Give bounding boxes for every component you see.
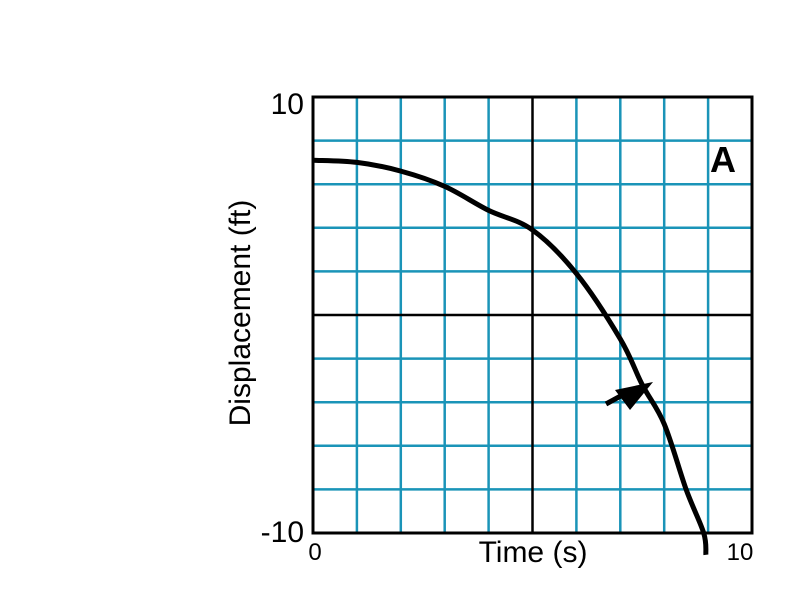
axes (311, 95, 754, 535)
displacement-curve (312, 157, 709, 556)
x-axis-label: Time (s) (479, 536, 588, 569)
direction-arrow-shaft (604, 389, 630, 407)
x-tick-label-right: 10 (727, 539, 754, 566)
plot-frame (311, 95, 754, 535)
y-axis-label: Displacement (ft) (224, 200, 257, 427)
panel-label: A (710, 139, 736, 180)
x-tick-label-left: 0 (308, 539, 321, 566)
y-tick-label-bottom: -10 (261, 516, 304, 549)
y-tick-label-top: 10 (271, 88, 304, 121)
direction-arrow (615, 382, 653, 410)
